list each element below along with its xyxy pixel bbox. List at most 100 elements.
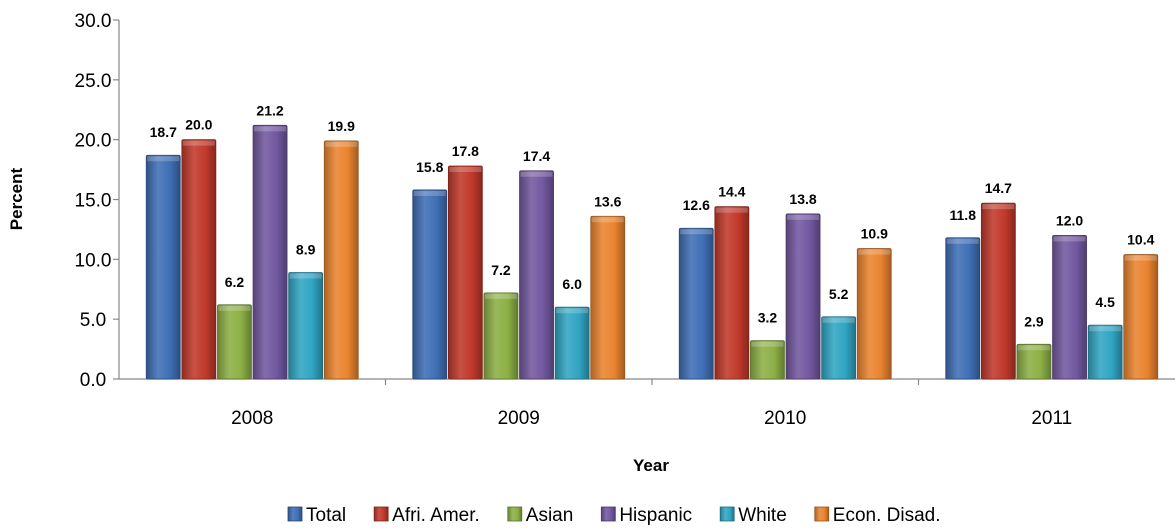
legend: Total Afri. Amer. Asian Hispanic White Econ. … bbox=[287, 505, 941, 526]
bar-econ-disad--2009 bbox=[590, 215, 626, 380]
bar-highlight bbox=[946, 238, 979, 244]
data-label: 12.0 bbox=[1056, 212, 1083, 228]
x-category-label: 2010 bbox=[764, 408, 806, 429]
bar-highlight bbox=[520, 171, 553, 177]
x-category-label: 2011 bbox=[1031, 408, 1072, 429]
data-label: 20.0 bbox=[185, 117, 212, 133]
y-tick-label: 15.0 bbox=[75, 191, 112, 212]
bar-hispanic-2008 bbox=[252, 124, 288, 380]
bar-highlight bbox=[1124, 255, 1157, 261]
data-label: 17.8 bbox=[452, 143, 479, 159]
bar-total-2009 bbox=[412, 189, 448, 380]
legend-swatch bbox=[373, 506, 389, 522]
legend-label: Econ. Disad. bbox=[833, 505, 941, 526]
legend-swatch bbox=[719, 506, 735, 522]
bar-total-2008 bbox=[145, 154, 181, 380]
y-tick-label: 30.0 bbox=[75, 11, 112, 32]
bar-white-2011 bbox=[1087, 324, 1123, 380]
data-label: 4.5 bbox=[1095, 294, 1115, 310]
data-labels: 18.7 20.0 6.2 21.2 8.9 19.9 15.8 17.8 7.2 17.4 6.0… bbox=[150, 102, 1155, 329]
data-label: 6.0 bbox=[562, 276, 582, 292]
bar-highlight bbox=[1053, 236, 1086, 242]
data-label: 14.4 bbox=[718, 184, 745, 200]
bar-asian-2010 bbox=[750, 340, 785, 380]
bar-highlight bbox=[1089, 326, 1122, 332]
data-label: 17.4 bbox=[523, 148, 550, 164]
y-tick-label: 0.0 bbox=[80, 370, 106, 391]
bar-hispanic-2010 bbox=[785, 213, 821, 380]
data-label: 13.8 bbox=[789, 191, 816, 207]
legend-swatch bbox=[287, 506, 303, 522]
bar-highlight bbox=[218, 305, 251, 311]
data-label: 19.9 bbox=[328, 118, 355, 134]
legend-label: Total bbox=[306, 505, 346, 526]
bar-hispanic-2011 bbox=[1052, 234, 1087, 380]
y-tick-label: 25.0 bbox=[75, 71, 112, 92]
data-label: 11.8 bbox=[950, 207, 977, 223]
data-label: 18.7 bbox=[150, 124, 177, 140]
bar-asian-2011 bbox=[1016, 343, 1052, 380]
bar-highlight bbox=[982, 204, 1015, 210]
bar-highlight bbox=[254, 126, 287, 132]
legend-label: Afri. Amer. bbox=[392, 505, 480, 526]
bar-asian-2008 bbox=[217, 304, 252, 380]
bar-highlight bbox=[484, 293, 517, 299]
bar-afri-amer--2008 bbox=[181, 139, 217, 380]
bars bbox=[145, 124, 1159, 380]
legend-label: Asian bbox=[526, 505, 574, 526]
bar-econ-disad--2010 bbox=[856, 248, 892, 380]
bar-highlight bbox=[413, 190, 446, 196]
bar-highlight bbox=[715, 207, 748, 213]
bar-white-2008 bbox=[288, 272, 324, 380]
bar-asian-2009 bbox=[483, 292, 519, 380]
y-axis-title: Percent bbox=[7, 167, 26, 230]
x-category-labels: 2008 2009 2010 2011 bbox=[231, 379, 1072, 429]
x-category-label: 2009 bbox=[498, 408, 540, 429]
bar-afri-amer--2009 bbox=[447, 165, 483, 380]
bar-white-2009 bbox=[554, 306, 590, 380]
y-tick-label: 5.0 bbox=[80, 310, 106, 331]
bar-total-2011 bbox=[945, 237, 981, 380]
bar-highlight bbox=[591, 217, 624, 223]
data-label: 10.4 bbox=[1127, 232, 1154, 248]
y-tick-label: 10.0 bbox=[75, 250, 112, 271]
bar-afri-amer--2011 bbox=[980, 202, 1016, 380]
bar-highlight bbox=[858, 249, 891, 255]
data-label: 13.6 bbox=[594, 193, 621, 209]
x-category-label: 2008 bbox=[231, 408, 273, 429]
bar-highlight bbox=[182, 140, 215, 146]
data-label: 5.2 bbox=[829, 286, 849, 302]
x-axis-title: Year bbox=[633, 456, 669, 475]
data-label: 7.2 bbox=[491, 262, 511, 278]
data-label: 10.9 bbox=[861, 226, 888, 242]
data-label: 8.9 bbox=[296, 241, 316, 257]
bar-highlight bbox=[289, 273, 322, 279]
bar-highlight bbox=[822, 317, 855, 323]
bar-highlight bbox=[449, 166, 482, 172]
y-ticks: 0.0 5.0 10.0 15.0 20.0 25.0 30.0 bbox=[75, 11, 119, 391]
bar-highlight bbox=[787, 214, 820, 220]
bar-econ-disad--2011 bbox=[1123, 254, 1159, 380]
bar-econ-disad--2008 bbox=[323, 140, 359, 380]
data-label: 21.2 bbox=[256, 102, 283, 118]
bar-afri-amer--2010 bbox=[714, 206, 750, 380]
data-label: 2.9 bbox=[1024, 313, 1044, 329]
data-label: 14.7 bbox=[985, 180, 1012, 196]
bar-total-2010 bbox=[678, 227, 714, 380]
data-label: 15.8 bbox=[416, 159, 443, 175]
data-label: 6.2 bbox=[225, 274, 245, 290]
legend-label: White bbox=[738, 505, 787, 526]
legend-label: Hispanic bbox=[619, 505, 692, 526]
bar-highlight bbox=[147, 156, 180, 162]
bar-highlight bbox=[680, 229, 713, 235]
bar-highlight bbox=[751, 341, 784, 347]
y-tick-label: 20.0 bbox=[75, 131, 112, 152]
bar-white-2010 bbox=[821, 316, 857, 380]
legend-swatch bbox=[507, 506, 523, 522]
bar-highlight bbox=[1017, 345, 1050, 351]
legend-swatch bbox=[600, 506, 616, 522]
bar-highlight bbox=[325, 141, 358, 147]
bar-hispanic-2009 bbox=[519, 170, 554, 380]
